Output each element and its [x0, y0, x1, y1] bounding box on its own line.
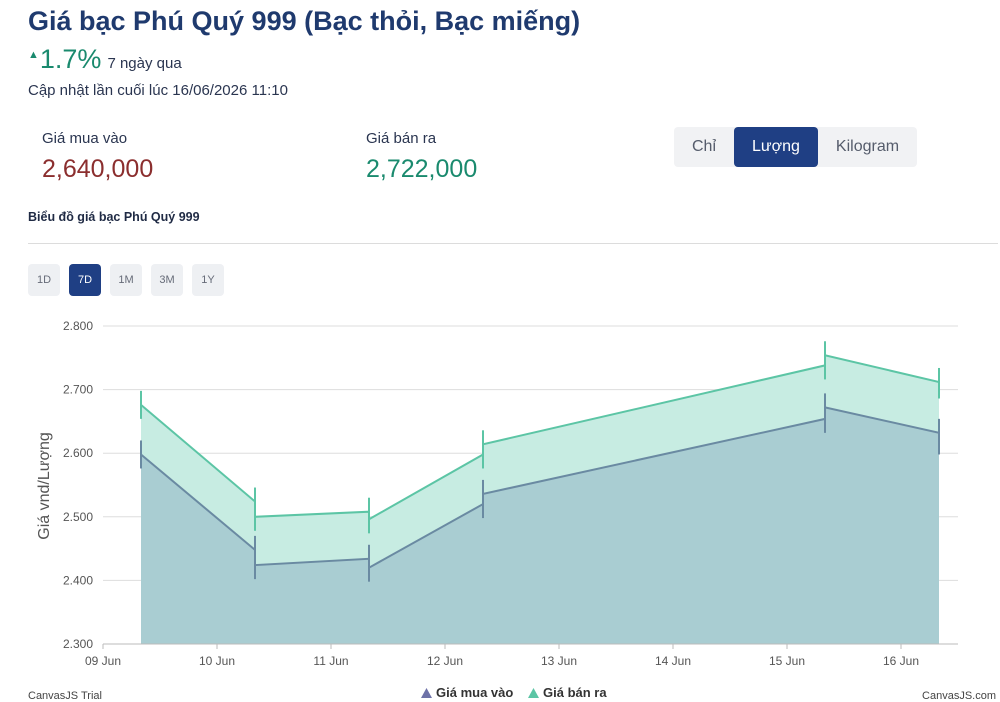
sell-price-label: Giá bán ra [366, 130, 437, 147]
legend-buy-label: Giá mua vào [436, 685, 513, 700]
unit-tab-kilogram[interactable]: Kilogram [835, 138, 900, 155]
range-tab-1y[interactable]: 1Y [192, 264, 224, 296]
sell-price-value: 2,722,000 [366, 155, 478, 183]
unit-tabs: Chỉ Lượng Kilogram [674, 127, 918, 167]
x-tick-label: 09 Jun [85, 654, 121, 668]
buy-price-value: 2,640,000 [42, 155, 154, 183]
legend-sell-marker [528, 688, 539, 698]
credit-left[interactable]: CanvasJS Trial [28, 690, 102, 702]
range-tab-3m[interactable]: 3M [151, 264, 183, 296]
legend-buy-marker [421, 688, 432, 698]
range-tab-1m[interactable]: 1M [110, 264, 142, 296]
x-tick-label: 10 Jun [199, 654, 235, 668]
x-tick-label: 16 Jun [883, 654, 919, 668]
credit-right[interactable]: CanvasJS.com [922, 690, 996, 702]
chart-lines [140, 341, 940, 582]
range-tabs: 1D 7D 1M 3M 1Y [28, 264, 224, 296]
chart-legend: Giá mua vào Giá bán ra [421, 685, 607, 700]
legend-sell-label: Giá bán ra [543, 685, 607, 700]
arrow-up-icon: ▲ [28, 49, 39, 61]
divider [28, 243, 998, 244]
y-tick-label: 2.600 [63, 446, 93, 460]
x-tick-label: 12 Jun [427, 654, 463, 668]
price-change: ▲ 1.7% 7 ngày qua [28, 44, 182, 75]
y-tick-label: 2.800 [63, 319, 93, 333]
x-tick-label: 13 Jun [541, 654, 577, 668]
x-tick-label: 11 Jun [313, 654, 348, 668]
sell-price-block: Giá bán ra 2,722,000 [366, 130, 477, 184]
buy-price-block: Giá mua vào 2,640,000 [42, 130, 153, 184]
y-tick-label: 2.500 [63, 510, 93, 524]
y-tick-label: 2.400 [63, 573, 93, 587]
x-tick-label: 15 Jun [769, 654, 805, 668]
buy-area [141, 407, 939, 644]
range-tab-7d[interactable]: 7D [69, 264, 101, 296]
y-axis-title: Giá vnd/Lượng [36, 432, 53, 539]
change-percent: 1.7% [39, 44, 102, 74]
y-tick-label: 2.300 [63, 637, 93, 651]
x-tick-label: 14 Jun [655, 654, 691, 668]
sell-area [141, 355, 939, 568]
last-updated: Cập nhật lần cuối lúc 16/06/2026 11:10 [28, 82, 288, 99]
unit-tab-chi[interactable]: Chỉ [692, 138, 717, 155]
price-chart: 2.300 2.400 2.500 2.600 2.700 2.800 09 Jun 10 J… [28, 319, 996, 702]
chart-areas [141, 355, 939, 644]
page-title: Giá bạc Phú Quý 999 (Bạc thỏi, Bạc miếng… [28, 6, 581, 36]
y-tick-label: 2.700 [63, 383, 93, 397]
unit-tab-luong[interactable]: Lượng [734, 127, 818, 167]
range-tab-1d[interactable]: 1D [28, 264, 60, 296]
chart-heading: Biểu đồ giá bạc Phú Quý 999 [28, 210, 200, 224]
chart-axes: 2.300 2.400 2.500 2.600 2.700 2.800 09 Jun 10 J… [63, 319, 958, 668]
change-period: 7 ngày qua [107, 55, 182, 72]
buy-price-label: Giá mua vào [42, 130, 128, 147]
